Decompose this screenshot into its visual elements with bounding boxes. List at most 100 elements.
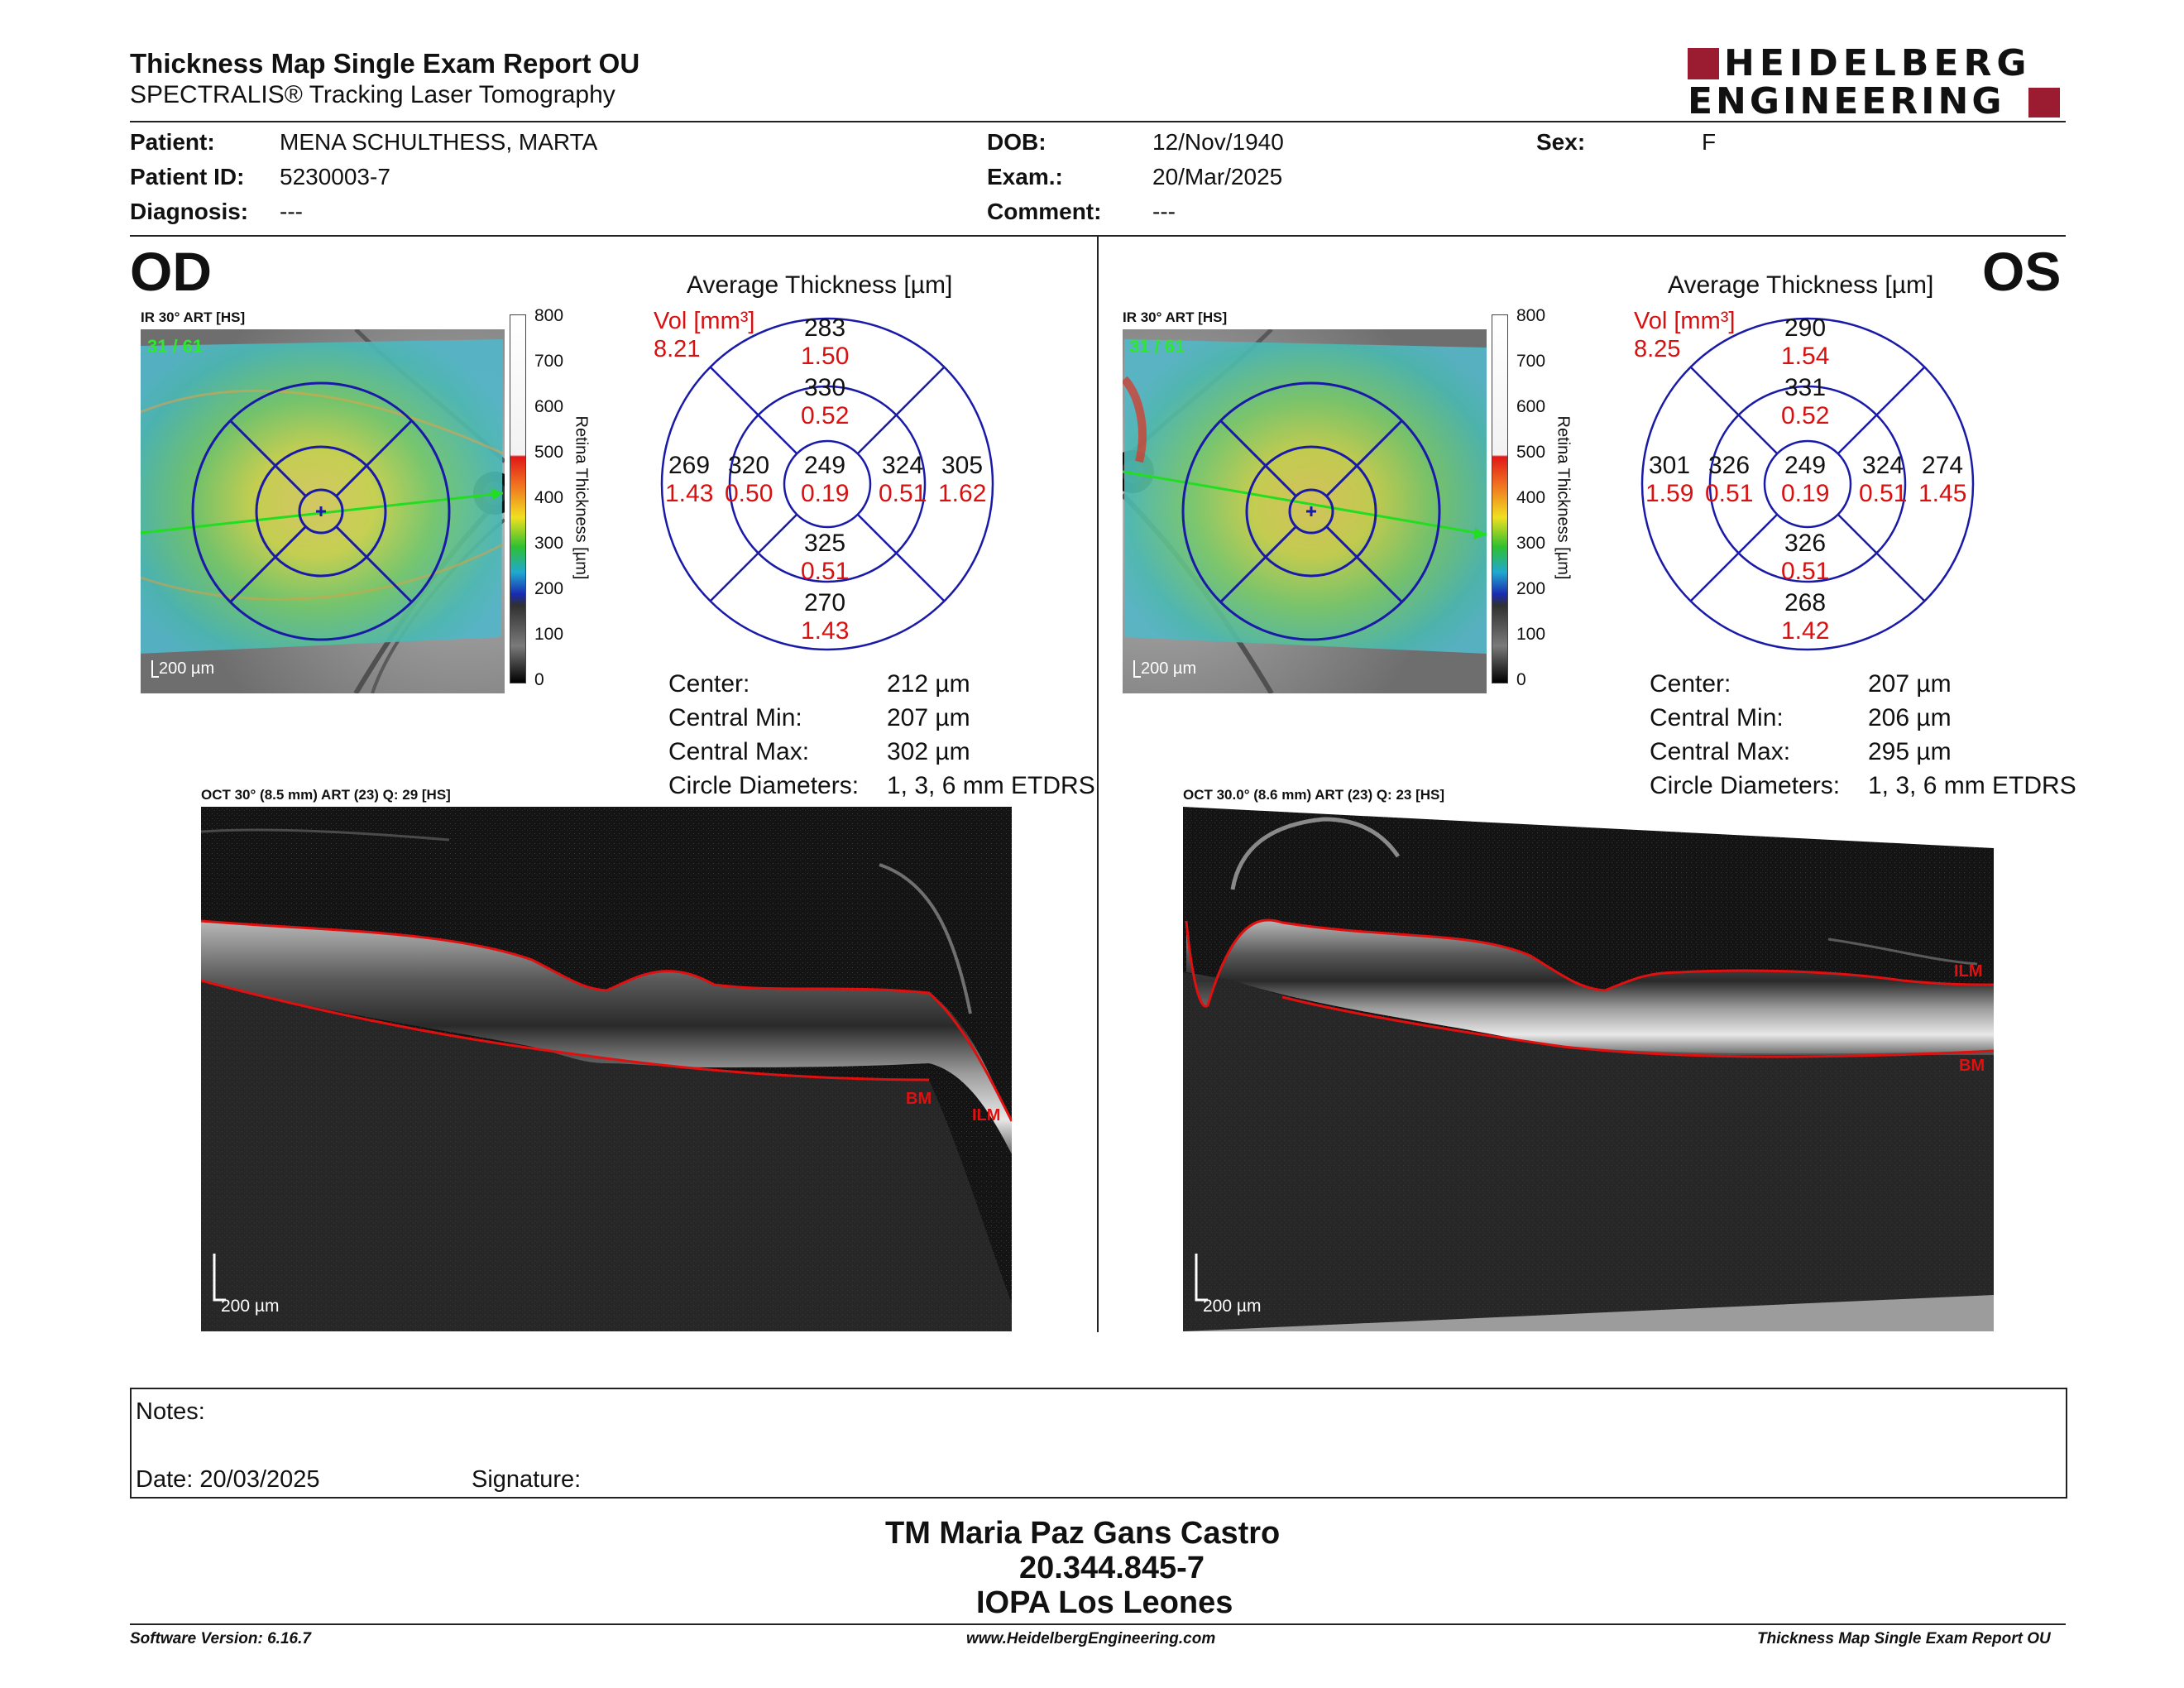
footer-report-name: Thickness Map Single Exam Report OU [1757, 1630, 2051, 1647]
os-outer-inferior-vol: 1.42 [1781, 617, 1830, 645]
os-tick-700: 700 [1516, 352, 1546, 371]
os-oct-label: OCT 30.0° (8.6 mm) ART (23) Q: 23 [HS] [1183, 787, 1445, 803]
os-bm-label: BM [1959, 1057, 1985, 1075]
os-inner-nasal-vol: 0.51 [1859, 480, 1908, 507]
notes-label: Notes: [136, 1398, 205, 1425]
od-oct-bscan: BM ILM 200 µm [201, 807, 1012, 1331]
os-inner-superior: 331 [1784, 374, 1827, 401]
eye-divider [1097, 237, 1099, 1332]
od-ilm-line [201, 919, 1012, 1122]
od-center: 249 [804, 452, 846, 479]
os-oct-bscan: ILM BM 200 µm [1183, 807, 1994, 1331]
od-oct-label: OCT 30° (8.5 mm) ART (23) Q: 29 [HS] [201, 787, 451, 803]
website-link[interactable]: www.HeidelbergEngineering.com [966, 1630, 1216, 1647]
od-inner-temporal-vol: 0.50 [725, 480, 774, 507]
os-vol-label: Vol [mm³] [1634, 308, 1736, 334]
header-divider [130, 121, 2066, 122]
os-outer-nasal: 274 [1922, 452, 1964, 479]
od-outer-superior-vol: 1.50 [801, 343, 850, 370]
os-tick-100: 100 [1516, 625, 1546, 644]
sex-value: F [1702, 129, 1717, 155]
od-inner-inferior-vol: 0.51 [801, 558, 850, 585]
od-inner-superior: 330 [804, 374, 846, 401]
os-inner-superior-vol: 0.52 [1781, 402, 1830, 429]
od-tick-700: 700 [534, 352, 564, 371]
os-colorbar [1492, 314, 1508, 683]
comment-label: Comment: [987, 199, 1102, 224]
od-outer-inferior-vol: 1.43 [801, 617, 850, 645]
signature-label: Signature: [472, 1466, 582, 1493]
od-inner-inferior: 325 [804, 530, 846, 557]
exam-label: Exam.: [987, 164, 1063, 189]
od-circle-value: 1, 3, 6 mm ETDRS [887, 772, 1095, 799]
os-circle-value: 1, 3, 6 mm ETDRS [1868, 772, 2076, 799]
od-frames: 31 / 61 [147, 336, 203, 357]
od-colorbar-label: Retina Thickness [µm] [572, 415, 591, 580]
logo-red-block-left [1688, 48, 1719, 79]
od-oct-svg [201, 807, 1012, 1331]
stamp-name: TM Maria Paz Gans Castro [885, 1516, 1281, 1551]
dob-label: DOB: [987, 129, 1046, 155]
os-etdrs-chart [1640, 317, 1975, 651]
od-tick-600: 600 [534, 397, 564, 416]
od-bm-line [201, 979, 930, 1081]
os-outer-inferior: 268 [1784, 589, 1827, 616]
os-center-vol: 0.19 [1781, 480, 1830, 507]
os-bm-line [1281, 995, 1994, 1058]
os-circle-label: Circle Diameters: [1650, 772, 1841, 799]
od-tick-0: 0 [534, 670, 544, 689]
date-label: Date: 20/03/2025 [136, 1466, 320, 1493]
os-eye-label: OS [1982, 241, 2062, 302]
od-bm-label: BM [906, 1090, 932, 1108]
os-max-label: Central Max: [1650, 738, 1791, 765]
od-inner-superior-vol: 0.52 [801, 402, 850, 429]
logo-red-block-right [2028, 88, 2060, 117]
os-tick-400: 400 [1516, 488, 1546, 507]
os-inner-nasal: 324 [1862, 452, 1904, 479]
od-tick-400: 400 [534, 488, 564, 507]
patient-label: Patient: [130, 129, 215, 155]
od-outer-nasal-vol: 1.62 [938, 480, 987, 507]
os-tick-200: 200 [1516, 579, 1546, 598]
od-min-label: Central Min: [668, 704, 802, 731]
comment-value: --- [1152, 199, 1176, 224]
od-outer-temporal-vol: 1.43 [665, 480, 714, 507]
os-vol-value: 8.25 [1634, 336, 1681, 362]
os-tick-600: 600 [1516, 397, 1546, 416]
od-tick-500: 500 [534, 443, 564, 462]
od-outer-inferior: 270 [804, 589, 846, 616]
os-outer-superior-vol: 1.54 [1781, 343, 1830, 370]
os-tick-500: 500 [1516, 443, 1546, 462]
sex-label: Sex: [1536, 129, 1586, 155]
od-inner-nasal: 324 [882, 452, 924, 479]
os-center: 249 [1784, 452, 1827, 479]
os-inner-temporal: 326 [1708, 452, 1751, 479]
od-ilm-label: ILM [972, 1106, 1001, 1125]
os-etdrs-overlay [1181, 381, 1441, 641]
od-tick-800: 800 [534, 306, 564, 325]
os-outer-temporal-vol: 1.59 [1645, 480, 1694, 507]
os-inner-inferior-vol: 0.51 [1781, 558, 1830, 585]
od-etdrs-overlay [191, 381, 451, 641]
od-center-vol: 0.19 [801, 480, 850, 507]
os-outer-superior: 290 [1784, 314, 1827, 342]
od-ir-label: IR 30° ART [HS] [141, 309, 246, 325]
od-outer-nasal: 305 [941, 452, 984, 479]
os-outer-temporal: 301 [1649, 452, 1691, 479]
patient-divider [130, 235, 2066, 237]
heidelberg-logo: HEIDELBERG ENGINEERING [1688, 45, 2068, 122]
os-center-value: 207 µm [1868, 670, 1952, 698]
od-eye-label: OD [130, 241, 212, 302]
os-inner-inferior: 326 [1784, 530, 1827, 557]
exam-value: 20/Mar/2025 [1152, 164, 1283, 189]
logo-line2: ENGINEERING [1688, 80, 2005, 122]
od-center-value: 212 µm [887, 670, 970, 698]
os-tick-800: 800 [1516, 306, 1546, 325]
patient-id-value: 5230003-7 [280, 164, 390, 189]
footer-divider [130, 1623, 2066, 1625]
od-outer-temporal: 269 [668, 452, 711, 479]
os-oct-scale: 200 µm [1203, 1297, 1262, 1316]
od-tick-100: 100 [534, 625, 564, 644]
od-colorbar [510, 314, 526, 683]
od-oct-scale: 200 µm [221, 1297, 280, 1316]
